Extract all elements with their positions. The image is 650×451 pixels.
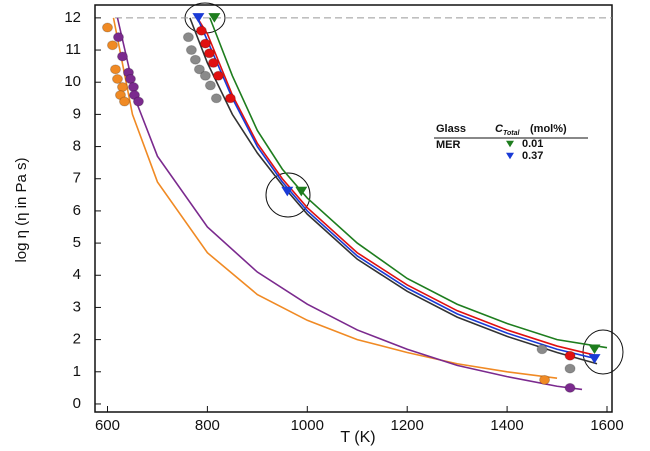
data-point (193, 64, 205, 75)
legend-label: 0.01 (522, 138, 543, 150)
y-tick-label: 3 (73, 298, 81, 315)
x-tick-label: 1400 (490, 417, 523, 434)
x-tick-label: 800 (195, 417, 220, 434)
curve (196, 17, 598, 360)
data-point (101, 22, 113, 33)
y-tick-label: 12 (64, 9, 81, 26)
y-tick-label: 5 (73, 234, 81, 251)
data-point (116, 82, 128, 93)
data-point (199, 38, 211, 49)
y-tick-label: 9 (73, 105, 81, 122)
data-point (195, 25, 207, 36)
legend-glass: MER (436, 139, 461, 151)
y-tick-label: 7 (73, 170, 81, 187)
y-tick-label: 4 (73, 266, 81, 283)
data-point (203, 48, 215, 59)
legend-header: Glass (436, 123, 466, 135)
y-tick-label: 1 (73, 363, 81, 380)
data-point (132, 96, 144, 107)
legend-header: C (495, 123, 504, 135)
data-point (189, 54, 201, 65)
x-axis-label: T (K) (340, 429, 375, 446)
x-tick-label: 1600 (590, 417, 623, 434)
data-point (204, 80, 216, 91)
data-point (182, 32, 194, 43)
data-point (208, 13, 221, 23)
data-point (207, 57, 219, 68)
curve (209, 17, 608, 349)
x-tick-label: 1000 (291, 417, 324, 434)
data-point (536, 344, 548, 355)
highlight-circle (582, 329, 624, 375)
data-point (281, 186, 294, 197)
y-tick-label: 0 (73, 395, 81, 412)
data-point (185, 45, 197, 56)
data-point (192, 13, 205, 23)
data-point (106, 40, 118, 51)
y-axis-label: log η (η in Pa s) (13, 157, 30, 262)
data-point (199, 70, 211, 81)
curve (112, 17, 558, 380)
data-point (109, 64, 121, 75)
data-point (116, 51, 128, 62)
y-tick-label: 6 (73, 202, 81, 219)
legend-marker (506, 152, 514, 160)
data-point (112, 32, 124, 43)
data-point (118, 96, 130, 107)
x-tick-label: 1200 (391, 417, 424, 434)
legend-label: 0.37 (522, 150, 543, 162)
data-point (588, 354, 601, 364)
data-point (564, 363, 576, 374)
legend-header: (mol%) (530, 123, 567, 135)
y-tick-label: 2 (73, 331, 81, 348)
y-tick-label: 10 (64, 73, 81, 90)
highlight-circle (265, 172, 311, 218)
data-point (210, 93, 222, 104)
data-point (539, 374, 551, 385)
data-point (588, 344, 601, 355)
curve (189, 17, 598, 365)
curve (196, 17, 598, 357)
data-point (212, 70, 224, 81)
data-point (224, 93, 236, 104)
data-point (564, 382, 576, 393)
y-tick-label: 11 (65, 41, 81, 58)
x-tick-label: 600 (95, 417, 120, 434)
legend-header: Total (503, 130, 521, 137)
data-point (564, 350, 576, 361)
plot-frame (94, 4, 613, 413)
y-tick-label: 8 (73, 138, 81, 155)
legend-marker (506, 140, 514, 148)
data-point (111, 74, 123, 84)
data-point (295, 186, 308, 197)
curve (116, 17, 583, 391)
